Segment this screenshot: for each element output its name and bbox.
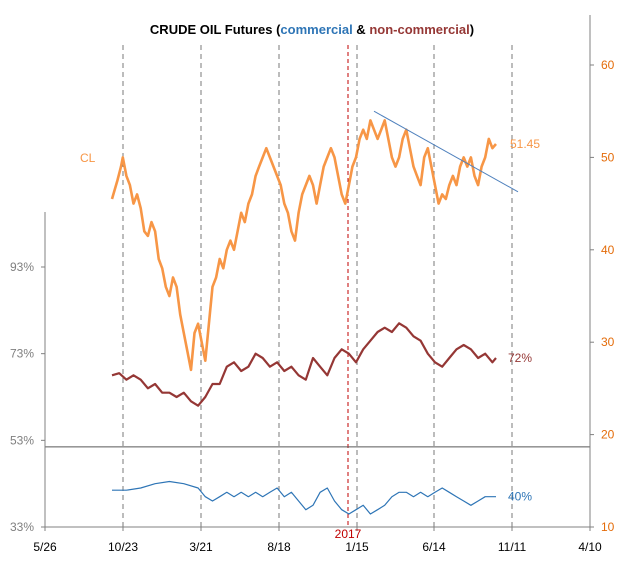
x-tick-label-7: 4/10 xyxy=(578,540,602,554)
x-tick-label-2: 3/21 xyxy=(189,540,213,554)
series-line-cl xyxy=(110,119,497,372)
left-tick-label-2: 73% xyxy=(10,347,34,361)
left-tick-label-3: 93% xyxy=(10,260,34,274)
labels: 2017 5/26 10/23 3/21 8/18 1/15 6/14 11/11 4/10 10… xyxy=(10,58,615,554)
chart-title: CRUDE OIL Futures (commercial & non-comm… xyxy=(150,22,474,37)
x-tick-label-4: 1/15 xyxy=(345,540,369,554)
series-end-label-commercial: 40% xyxy=(508,490,532,504)
series-name-cl: CL xyxy=(80,151,96,165)
series-lines xyxy=(110,110,519,515)
right-tick-label-4: 50 xyxy=(601,150,615,164)
trendline xyxy=(373,110,519,193)
series-end-label-non-commercial: 72% xyxy=(508,351,532,365)
title-suffix: ) xyxy=(470,22,474,37)
title-noncommercial: non-commercial xyxy=(369,22,469,37)
left-tick-label-1: 53% xyxy=(10,433,34,447)
x-tick-label-3: 8/18 xyxy=(267,540,291,554)
left-tick-label-0: 33% xyxy=(10,520,34,534)
series-end-label-cl: 51.45 xyxy=(510,137,540,151)
series-line-commercial xyxy=(112,480,496,515)
title-prefix: CRUDE OIL Futures ( xyxy=(150,22,281,37)
x-tick-label-0: 5/26 xyxy=(33,540,57,554)
right-tick-label-0: 10 xyxy=(601,520,615,534)
title-amp: & xyxy=(353,22,370,37)
axes xyxy=(41,15,594,531)
x-tick-label-5: 6/14 xyxy=(422,540,446,554)
right-tick-label-1: 20 xyxy=(601,428,615,442)
right-tick-label-5: 60 xyxy=(601,58,615,72)
grid-lines xyxy=(45,45,590,527)
event-label-2017: 2017 xyxy=(335,527,362,541)
right-tick-label-3: 40 xyxy=(601,243,615,257)
x-tick-label-6: 11/11 xyxy=(498,540,527,554)
series-line-non-commercial xyxy=(111,322,497,407)
right-tick-label-2: 30 xyxy=(601,335,615,349)
x-tick-label-1: 10/23 xyxy=(108,540,138,554)
title-commercial: commercial xyxy=(280,22,352,37)
